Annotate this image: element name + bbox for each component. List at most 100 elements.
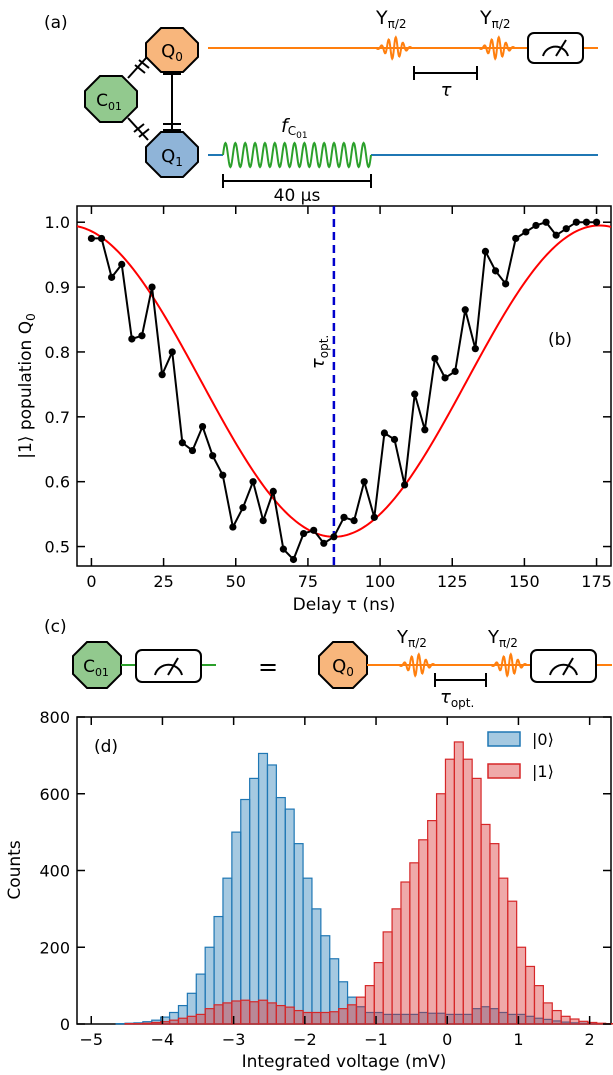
y-axis-label-d: Counts [5, 840, 25, 899]
q1-label: Q1 [161, 146, 183, 169]
histogram-bar-0 [311, 908, 322, 1025]
legend-swatch-0 [487, 731, 521, 747]
y-tick-label-d: 800 [39, 708, 70, 727]
histogram-bar-1 [186, 1015, 197, 1025]
data-point [198, 422, 207, 431]
data-point [87, 234, 96, 243]
histogram-bar-1 [284, 1006, 295, 1025]
data-point [350, 516, 358, 525]
data-point [188, 446, 197, 455]
histogram-bar-1 [364, 985, 375, 1025]
data-point [360, 478, 368, 486]
histogram-bar-1 [151, 1021, 162, 1025]
x-tick-label-d: −5 [79, 1030, 103, 1049]
data-point [512, 234, 520, 243]
data-point [138, 332, 146, 340]
q0-octagon [145, 27, 199, 73]
histogram-bar-1 [453, 741, 464, 1025]
data-point [178, 439, 186, 447]
data-point [239, 504, 247, 512]
histogram-bar-0 [320, 935, 331, 1025]
data-point [542, 218, 550, 226]
data-point [97, 234, 106, 243]
meter-arc-icon [542, 45, 569, 57]
q0-octagon-c [318, 641, 368, 689]
histogram-bar-1 [560, 1015, 571, 1025]
y-tick-label-d: 200 [39, 938, 70, 957]
c01-label-c: C01 [83, 657, 109, 679]
data-point [552, 231, 560, 239]
coupler-cap-icon [138, 128, 150, 138]
x-tick-label-d: −3 [222, 1030, 246, 1049]
x-tick-label-b: 175 [581, 572, 612, 591]
data-point [582, 218, 591, 226]
data-point [299, 529, 308, 538]
pulse-c2-icon [490, 652, 528, 678]
histogram-bar-1 [409, 862, 420, 1025]
pulse-2-label: Yπ/2 [479, 7, 511, 31]
pulse-c1-label: Yπ/2 [396, 627, 427, 650]
histogram-bar-0 [284, 808, 295, 1025]
histogram-bar-1 [346, 1004, 358, 1025]
data-point [128, 335, 136, 343]
y-axis-label-b: |1⟩ population Q0 [16, 313, 38, 458]
pulse-1-label: Yπ/2 [375, 7, 407, 31]
data-point [401, 481, 409, 489]
panel-c: (c) C01 = Q0 Yπ/2 Yπ/2 τopt. [44, 617, 612, 710]
x-tick-label-b: 25 [153, 572, 173, 591]
histogram-bar-1 [489, 843, 500, 1025]
data-point [158, 371, 166, 379]
legend-label-1: |1⟩ [532, 762, 554, 781]
data-point [532, 221, 540, 230]
q1-octagon [145, 131, 199, 178]
q0-label: Q0 [161, 41, 183, 64]
histogram-bar-1 [293, 1009, 304, 1025]
data-point [219, 471, 227, 479]
histogram-bar-1 [204, 1008, 215, 1025]
data-point [522, 228, 530, 236]
histogram-bar-1 [275, 1004, 286, 1025]
legend-swatch-1 [487, 763, 521, 779]
histogram-bar-1 [551, 1009, 562, 1025]
meter-needle-icon [562, 657, 574, 676]
data-point [461, 306, 469, 314]
data-point [451, 367, 459, 376]
panel-a: (a) Q0 C01 Q1 Yπ/2 Yπ/2 τ [44, 7, 598, 206]
histogram-bar-1 [338, 1008, 349, 1025]
panel-b-frame [76, 205, 612, 567]
histogram-bar-1 [516, 946, 527, 1025]
drive-wave-icon [222, 141, 372, 169]
data-point [481, 247, 490, 256]
data-point [340, 513, 348, 521]
data-point [380, 429, 389, 437]
histogram-bar-1 [382, 931, 393, 1025]
histogram-bar-1 [391, 908, 402, 1025]
x-tick-label-b: 125 [437, 572, 468, 591]
y-tick-label-b: 0.6 [45, 473, 70, 492]
histogram-bar-1 [427, 820, 438, 1025]
histogram-bar-0 [275, 796, 286, 1025]
data-point [592, 218, 601, 226]
histogram-bar-0 [257, 752, 269, 1025]
histogram-bar-1 [435, 793, 447, 1025]
data-point [502, 280, 510, 288]
drive-label: fC01 [281, 115, 308, 141]
c01-label: C01 [96, 91, 122, 113]
histogram-bars [115, 741, 613, 1025]
c01-octagon-c [72, 641, 122, 689]
data-point [108, 273, 116, 281]
y-tick-label-d: 600 [39, 785, 70, 804]
pulse-c2-label: Yπ/2 [487, 627, 518, 650]
histogram-bar-1 [222, 1002, 233, 1025]
histogram-bar-0 [240, 798, 251, 1025]
coupler-cap-icon [134, 64, 146, 74]
histogram-bar-1 [480, 823, 491, 1025]
histogram-bar-1 [507, 900, 518, 1025]
data-point [289, 555, 298, 564]
histogram-bar-0 [266, 764, 277, 1025]
measure-icon-c1 [135, 649, 202, 683]
panel-d-label: (d) [94, 737, 118, 757]
panel-d-ticks: −5 −4 −3 −2 −1 0 1 2 0 200 400 600 800 [39, 708, 611, 1049]
coupler-cap-icon [133, 123, 145, 133]
histogram-bar-1 [329, 1011, 340, 1025]
